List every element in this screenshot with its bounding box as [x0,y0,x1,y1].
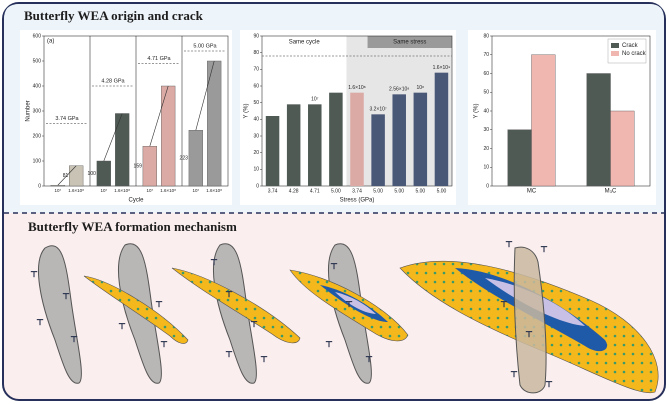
annotation: 10⁸ [416,85,424,91]
bar [532,55,556,186]
x-tick-label: 3.74 [352,188,362,194]
annotation: 3.2×10⁷ [369,107,386,113]
bar [69,166,83,186]
y-tick-label: 70 [483,52,489,58]
panel-label: 3.74 GPa [55,116,79,122]
legend-swatch [611,43,619,48]
legend-label: No crack [622,51,647,57]
y-tick-label: 90 [253,33,259,39]
x-tick-label: 4.71 [310,188,320,194]
panel-label: 4.28 GPa [101,78,125,84]
y-tick-label: 600 [33,33,42,39]
y-tick-label: 0 [256,183,259,189]
y-tick-label: 20 [253,150,259,156]
x-tick-label: 10⁷ [146,188,153,193]
x-tick-label: 5.00 [394,188,404,194]
x-tick-label: M₃C [605,189,617,195]
chart-a: 0 100 200 300 400 500 600 Number Cycle (a) 3.74 GP… [20,30,232,205]
chart-b: 0 10 20 30 40 50 60 70 80 90 Y (%) Stress (GPa) Same… [240,30,456,205]
y-tick-label: 0 [486,183,489,189]
y-tick-label: 80 [483,33,489,39]
section-title: Butterfly WEA formation mechanism [28,219,237,234]
y-tick-label: 20 [483,146,489,152]
x-axis-title: Stress (GPa) [340,198,375,204]
panel-tag: (a) [47,39,54,45]
bar [587,74,611,187]
y-tick-label: 50 [253,100,259,106]
annotation: 10⁷ [311,97,319,103]
y-axis-title: Y (%) [244,104,250,119]
annotation: 2.56×10⁸ [389,87,409,93]
y-axis-title: Y (%) [474,104,480,119]
y-tick-label: 100 [33,158,42,164]
y-tick-label: 200 [33,133,42,139]
y-tick-label: 0 [38,183,41,189]
region-label: Same cycle [289,40,321,46]
annotation: 1.6×10⁹ [433,65,451,71]
x-tick-label: 1.6×10⁸ [206,188,222,193]
legend-label: Crack [622,43,639,49]
y-tick-label: 300 [33,108,42,114]
y-tick-label: 10 [253,167,259,173]
bar [287,104,301,186]
x-tick-label: 10⁷ [192,188,199,193]
bar [51,185,65,186]
figure: Butterfly WEA origin and crack Butterfly… [0,0,669,404]
bar [97,161,111,186]
y-tick-label: 40 [483,108,489,114]
bar [371,114,385,186]
y-tick-label: 50 [483,90,489,96]
x-tick-label: 10⁷ [54,188,61,193]
x-tick-label: 5.00 [331,188,341,194]
x-tick-label: 1.6×10⁸ [114,188,130,193]
bar [115,114,129,187]
x-tick-label: 5.00 [415,188,425,194]
bar [414,93,428,186]
section-title: Butterfly WEA origin and crack [24,8,204,23]
value-label: 159 [134,163,143,169]
y-tick-label: 70 [253,67,259,73]
x-tick-label: 4.28 [289,188,299,194]
x-tick-label: 1.6×10⁸ [68,188,84,193]
y-tick-label: 40 [253,117,259,123]
panel-label: 4.71 GPa [147,56,171,62]
value-label: 81 [63,173,69,179]
bar [266,116,280,186]
y-tick-label: 80 [253,50,259,56]
y-tick-label: 30 [483,127,489,133]
bar [508,130,532,186]
x-tick-label: MC [527,189,537,195]
x-tick-label: 5.00 [437,188,447,194]
y-tick-label: 10 [483,165,489,171]
value-label: 100 [88,171,97,177]
bar [350,93,364,186]
bar [329,93,343,186]
y-tick-label: 30 [253,133,259,139]
x-tick-label: 10⁷ [100,188,107,193]
y-tick-label: 60 [483,71,489,77]
x-tick-label: 1.6×10⁸ [160,188,176,193]
bar [392,94,406,186]
annotation: 1.6×10⁸ [348,85,366,91]
y-axis-title: Number [26,100,32,121]
legend-swatch [611,51,619,56]
bar [143,146,157,186]
y-tick-label: 400 [33,83,42,89]
y-tick-label: 60 [253,83,259,89]
bar [611,111,635,186]
bar [308,104,322,186]
region-label: Same stress [393,40,426,46]
y-tick-label: 500 [33,58,42,64]
x-tick-label: 5.00 [373,188,383,194]
x-tick-label: 3.74 [268,188,278,194]
x-axis-title: Cycle [128,198,144,204]
chart-c: 0 10 20 30 40 50 60 70 80 Y (%) MC M₃C Crack No crack [468,30,656,205]
bar [435,73,449,186]
panel-label: 5.00 GPa [193,43,217,49]
bar [189,130,203,186]
value-label: 223 [180,155,189,161]
